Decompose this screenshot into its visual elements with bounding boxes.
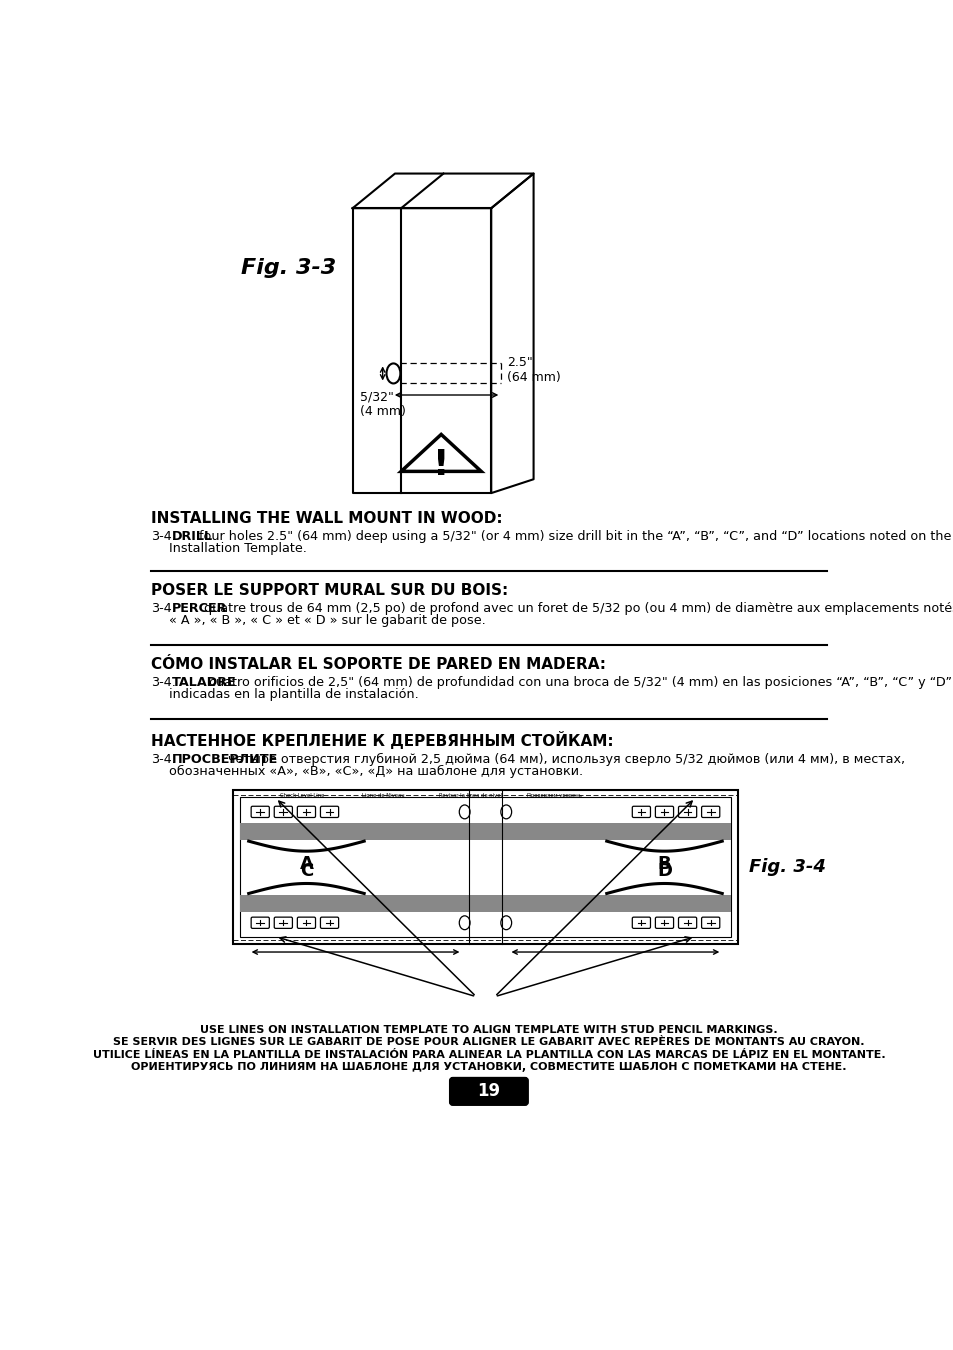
Bar — [233, 790, 737, 944]
Bar — [240, 895, 730, 913]
Text: четыре отверстия глубиной 2,5 дюйма (64 мм), используя сверло 5/32 дюймов (или 4: четыре отверстия глубиной 2,5 дюйма (64 … — [224, 752, 904, 765]
Text: Fig. 3-3: Fig. 3-3 — [241, 258, 335, 278]
Text: обозначенных «А», «В», «С», «Д» на шаблоне для установки.: обозначенных «А», «В», «С», «Д» на шабло… — [170, 764, 583, 778]
Bar — [240, 798, 730, 937]
Text: C: C — [299, 861, 313, 880]
Text: Installation Template.: Installation Template. — [170, 541, 307, 555]
Text: Fig. 3-4: Fig. 3-4 — [748, 859, 825, 876]
Text: POSER LE SUPPORT MURAL SUR DU BOIS:: POSER LE SUPPORT MURAL SUR DU BOIS: — [151, 583, 508, 598]
Text: Проверяем уровень: Проверяем уровень — [527, 794, 581, 798]
Text: 3-4.: 3-4. — [151, 531, 175, 543]
Text: 5/32"
(4 mm): 5/32" (4 mm) — [359, 390, 405, 418]
Text: 2.5"
(64 mm): 2.5" (64 mm) — [507, 355, 560, 383]
Text: USE LINES ON INSTALLATION TEMPLATE TO ALIGN TEMPLATE WITH STUD PENCIL MARKINGS.: USE LINES ON INSTALLATION TEMPLATE TO AL… — [200, 1025, 777, 1035]
Text: cuatro orificios de 2,5" (64 mm) de profundidad con una broca de 5/32" (4 mm) en: cuatro orificios de 2,5" (64 mm) de prof… — [205, 676, 951, 690]
Text: CÓMO INSTALAR EL SOPORTE DE PARED EN MADERA:: CÓMO INSTALAR EL SOPORTE DE PARED EN MAD… — [151, 657, 605, 672]
Text: « A », « B », « C » et « D » sur le gabarit de pose.: « A », « B », « C » et « D » sur le gaba… — [170, 614, 486, 628]
Text: 3-4.: 3-4. — [151, 752, 175, 765]
Text: SE SERVIR DES LIGNES SUR LE GABARIT DE POSE POUR ALIGNER LE GABARIT AVEC REPÈRES: SE SERVIR DES LIGNES SUR LE GABARIT DE P… — [113, 1038, 863, 1048]
Text: PERCER: PERCER — [172, 602, 227, 616]
FancyBboxPatch shape — [449, 1077, 528, 1106]
Text: DRILL: DRILL — [172, 531, 213, 543]
Text: B: B — [657, 855, 671, 873]
Text: Revisar la linea de nivel: Revisar la linea de nivel — [438, 794, 501, 798]
Text: D: D — [657, 861, 671, 880]
Text: INSTALLING THE WALL MOUNT IN WOOD:: INSTALLING THE WALL MOUNT IN WOOD: — [151, 510, 502, 525]
Text: A: A — [299, 855, 313, 873]
Text: Ligne de Niveau: Ligne de Niveau — [362, 794, 404, 798]
Text: 3-4.: 3-4. — [151, 602, 175, 616]
Text: 19: 19 — [476, 1083, 500, 1100]
Text: 3-4.: 3-4. — [151, 676, 175, 690]
Text: ПРОСВЕРЛИТЕ: ПРОСВЕРЛИТЕ — [172, 752, 277, 765]
Text: indicadas en la plantilla de instalación.: indicadas en la plantilla de instalación… — [170, 688, 418, 701]
Text: Check Level Line: Check Level Line — [280, 794, 324, 798]
Text: UTILICE LÍNEAS EN LA PLANTILLA DE INSTALACIÓN PARA ALINEAR LA PLANTILLA CON LAS : UTILICE LÍNEAS EN LA PLANTILLA DE INSTAL… — [92, 1050, 884, 1060]
Text: ОРИЕНТИРУЯСЬ ПО ЛИНИЯМ НА ШАБЛОНЕ ДЛЯ УСТАНОВКИ, СОВМЕСТИТЕ ШАБЛОН С ПОМЕТКАМИ Н: ОРИЕНТИРУЯСЬ ПО ЛИНИЯМ НА ШАБЛОНЕ ДЛЯ УС… — [131, 1062, 846, 1072]
Text: !: ! — [433, 448, 449, 482]
Text: four holes 2.5" (64 mm) deep using a 5/32" (or 4 mm) size drill bit in the “A”, : four holes 2.5" (64 mm) deep using a 5/3… — [195, 531, 951, 543]
Text: quatre trous de 64 mm (2,5 po) de profond avec un foret de 5/32 po (ou 4 mm) de : quatre trous de 64 mm (2,5 po) de profon… — [200, 602, 953, 616]
Text: НАСТЕННОЕ КРЕПЛЕНИЕ К ДЕРЕВЯННЫМ СТОЙКАМ:: НАСТЕННОЕ КРЕПЛЕНИЕ К ДЕРЕВЯННЫМ СТОЙКАМ… — [151, 732, 613, 749]
Text: TALADRE: TALADRE — [172, 676, 236, 690]
Bar — [240, 822, 730, 840]
